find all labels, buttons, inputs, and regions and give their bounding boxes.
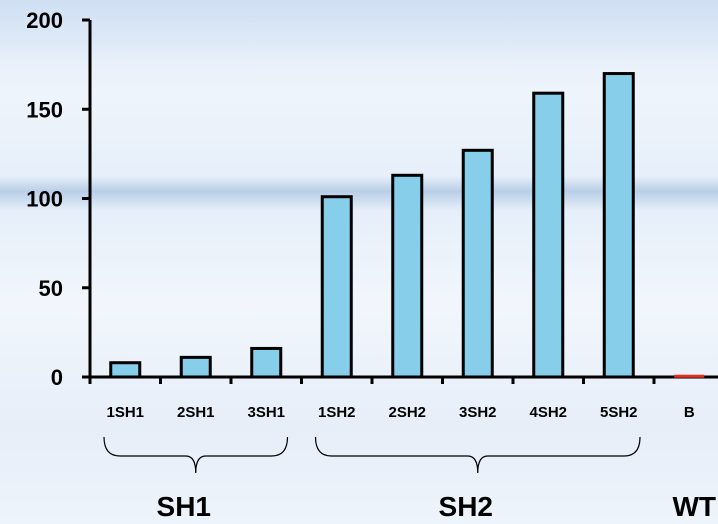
- y-tick-label: 150: [26, 97, 63, 122]
- y-tick-label: 200: [26, 8, 63, 33]
- bar-2sh2: [391, 173, 424, 379]
- y-tick-label: 50: [39, 276, 63, 301]
- bar-1sh1: [109, 361, 142, 379]
- bars: [109, 72, 705, 379]
- y-tick-label: 100: [26, 187, 63, 212]
- bar-3sh2: [461, 148, 494, 379]
- category-labels: 1SH1 2SH1 3SH1 1SH2 2SH2 3SH2 4SH2 5SH2 B: [106, 404, 694, 421]
- bar-1sh2: [320, 195, 353, 379]
- x-tick-label: 3SH2: [459, 404, 497, 421]
- group-label-sh1: SH1: [157, 491, 211, 522]
- x-tick-label: 2SH1: [177, 404, 215, 421]
- group-bracket-sh1: [103, 436, 289, 474]
- x-tick-label: 3SH1: [247, 404, 285, 421]
- bar-5sh2: [602, 72, 635, 379]
- x-tick-label: 5SH2: [600, 404, 638, 421]
- group-bracket-sh2: [314, 436, 641, 474]
- y-axis: 0 50 100 150 200: [26, 8, 92, 390]
- x-tick-label: 1SH1: [106, 404, 144, 421]
- bar-3sh1: [250, 346, 283, 379]
- group-brackets: SH1 SH2 WT: [103, 436, 716, 522]
- x-tick-label: 4SH2: [529, 404, 567, 421]
- group-label-sh2: SH2: [439, 491, 493, 522]
- y-tick-label: 0: [51, 365, 63, 390]
- x-tick-label: 1SH2: [318, 404, 356, 421]
- bar-b: [674, 374, 705, 378]
- bar-2sh1: [179, 355, 212, 379]
- group-label-wt: WT: [672, 491, 716, 522]
- x-tick-label: 2SH2: [388, 404, 426, 421]
- bar-4sh2: [532, 91, 565, 379]
- x-tick-label: B: [684, 404, 695, 421]
